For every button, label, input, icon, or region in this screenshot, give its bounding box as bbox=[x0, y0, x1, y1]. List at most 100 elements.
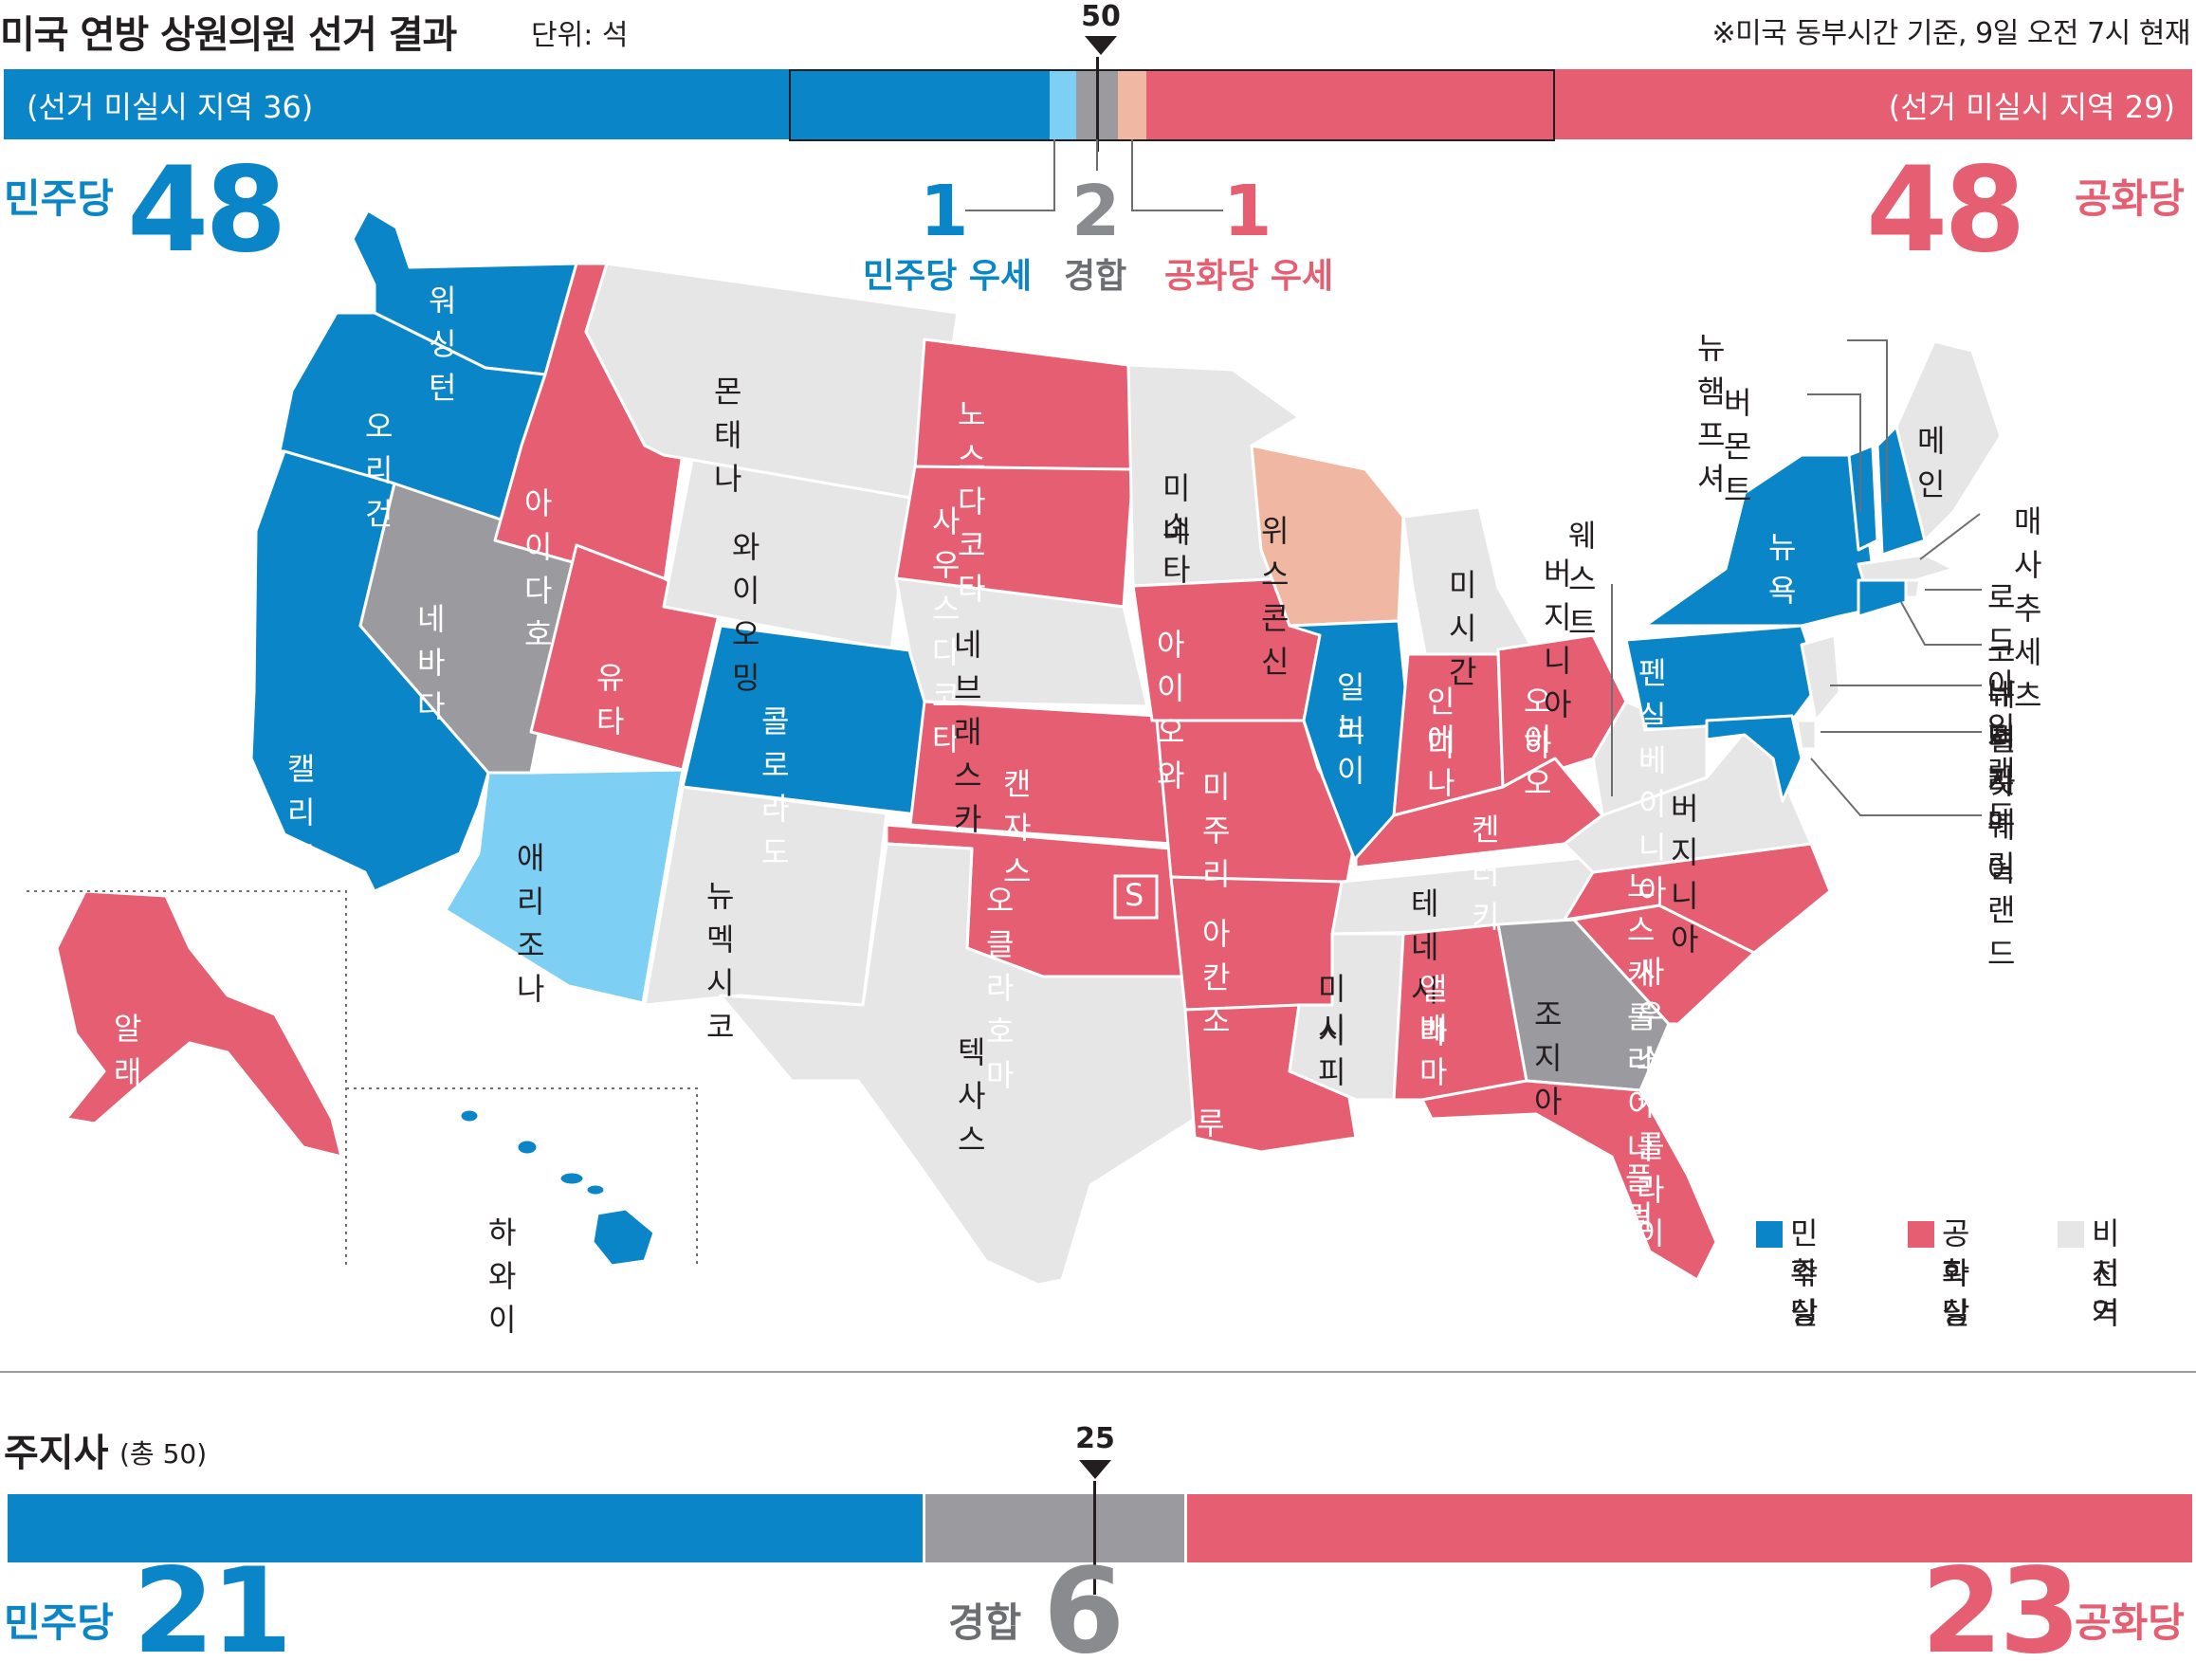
label-new-jersey: 뉴저지 bbox=[1987, 675, 2015, 798]
legend-rep-line1: 공화당 bbox=[1942, 1215, 1970, 1331]
label-kentucky: 켄터키 bbox=[1472, 812, 1499, 935]
label-west-virginia-2: 버지니아 bbox=[1544, 556, 1571, 722]
label-south-carolina: 사우스캐롤라이나 bbox=[1637, 954, 1664, 1295]
rep-lean-label: 공화당 우세 bbox=[1164, 257, 1334, 296]
label-massachusetts: 매사추세츠 bbox=[2014, 503, 2041, 714]
label-alaska: 알래스카 bbox=[114, 1011, 141, 1178]
tossup-count: 2 bbox=[1071, 171, 1121, 252]
label-ohio-1: 오하 bbox=[1524, 684, 1551, 763]
state-florida bbox=[1420, 1079, 1718, 1282]
us-senate-map bbox=[27, 209, 2003, 1287]
state-maryland bbox=[1705, 714, 1803, 803]
state-massachusetts bbox=[1857, 553, 1955, 582]
callout-leaders bbox=[965, 139, 1223, 211]
governors-total: (총 50) bbox=[119, 1438, 208, 1470]
governors-rep-label: 공화당 bbox=[2075, 1599, 2185, 1646]
label-new-mexico: 뉴멕시코 bbox=[706, 878, 734, 1045]
label-montana: 몬태나 bbox=[714, 374, 741, 497]
label-nebraska: 네브래스카 bbox=[954, 627, 981, 837]
label-maine: 메인 bbox=[1917, 423, 1945, 502]
state-georgia bbox=[1496, 918, 1671, 1092]
section-divider bbox=[0, 1371, 2196, 1373]
label-hawaii: 하와이 bbox=[488, 1214, 516, 1338]
label-utah: 유타 bbox=[596, 660, 624, 740]
rep-label: 공화당 bbox=[2075, 175, 2185, 222]
label-rhode-island: 로드아일랜드 bbox=[1987, 579, 2015, 833]
governors-tossup-label: 경합 bbox=[948, 1599, 1022, 1646]
governors-dem-label: 민주당 bbox=[4, 1599, 114, 1646]
dem-unelected-label: (선거 미실시 지역 36) bbox=[27, 89, 314, 125]
northeast-leaders bbox=[1611, 339, 1982, 816]
label-mississippi-1: 미시 bbox=[1318, 971, 1345, 1050]
label-west-virginia-1: 웨스트 bbox=[1568, 518, 1596, 641]
label-illinois-1: 일리 bbox=[1337, 669, 1364, 749]
governors-tossup-segment bbox=[925, 1494, 1184, 1562]
governors-dem-segment bbox=[8, 1494, 923, 1562]
label-wisconsin: 위스콘신 bbox=[1261, 513, 1289, 680]
timestamp-note: ※미국 동부시간 기준, 9일 오전 7시 현재 bbox=[1711, 17, 2191, 50]
alaska-inset-frame bbox=[27, 890, 347, 1266]
label-louisiana: 루이지애나 bbox=[1197, 1105, 1224, 1316]
label-wyoming: 와이오밍 bbox=[732, 529, 759, 696]
majority-marker-arrow bbox=[1085, 36, 1117, 55]
label-north-dakota: 노스다코타 bbox=[958, 396, 985, 607]
governors-dem-count: 21 bbox=[133, 1543, 293, 1680]
rep-safe-segment bbox=[1146, 69, 2192, 139]
label-south-dakota: 사우스다코타 bbox=[932, 503, 960, 758]
legend-swatch-dem bbox=[1756, 1221, 1783, 1248]
governors-majority-arrow bbox=[1079, 1460, 1111, 1479]
dem-lean-label: 민주당 우세 bbox=[863, 257, 1033, 296]
label-arizona: 애리조나 bbox=[517, 840, 544, 1007]
legend-swatch-rep bbox=[1908, 1221, 1934, 1248]
state-north-dakota bbox=[913, 338, 1135, 471]
state-colorado bbox=[681, 624, 941, 817]
label-mississippi-2: 시피 bbox=[1318, 1011, 1345, 1090]
state-connecticut bbox=[1857, 578, 1908, 618]
rep-lean-segment bbox=[1118, 69, 1146, 139]
label-maryland: 메릴랜드 bbox=[1987, 805, 2015, 972]
legend-swatch-non-election bbox=[2058, 1221, 2084, 1248]
label-tennessee: 테네시 bbox=[1411, 886, 1438, 1009]
state-texas bbox=[719, 842, 1206, 1287]
governors-rep-segment bbox=[1187, 1494, 2192, 1562]
dem-lean-count: 1 bbox=[920, 171, 969, 252]
unit-label: 단위: 석 bbox=[531, 19, 629, 52]
label-indiana-1: 인디 bbox=[1427, 684, 1455, 763]
label-minnesota-1: 미네 bbox=[1162, 470, 1190, 550]
state-hawaii bbox=[458, 1107, 656, 1268]
label-oklahoma-badge: S bbox=[1125, 877, 1144, 913]
label-north-carolina: 노스캐롤라이나 bbox=[1627, 868, 1655, 1166]
state-new-jersey bbox=[1800, 633, 1841, 722]
label-oregon: 오리건 bbox=[365, 409, 393, 532]
dem-label: 민주당 bbox=[4, 175, 114, 222]
legend-dem-line2: 확실 bbox=[1790, 1255, 1819, 1331]
label-texas: 텍사스 bbox=[958, 1034, 985, 1158]
label-pennsylvania: 펜실베이니아 bbox=[1638, 655, 1666, 909]
label-virginia: 버지니아 bbox=[1671, 791, 1698, 958]
dem-safe-segment bbox=[4, 69, 1050, 139]
state-pennsylvania bbox=[1624, 624, 1822, 732]
state-alaska bbox=[55, 889, 343, 1159]
label-idaho: 아이다호 bbox=[524, 485, 552, 652]
state-maine bbox=[1894, 339, 2003, 542]
rep-unelected-label: (선거 미실시 지역 29) bbox=[1888, 89, 2175, 125]
governors-tossup-count: 6 bbox=[1043, 1543, 1125, 1680]
label-michigan: 미시간 bbox=[1449, 567, 1476, 690]
label-new-hampshire: 뉴햄프셔 bbox=[1697, 330, 1725, 497]
label-alabama-2: 배마 bbox=[1419, 1011, 1447, 1090]
state-vermont bbox=[1847, 444, 1879, 552]
rep-seat-count: 48 bbox=[1866, 142, 2026, 279]
state-new-york bbox=[1643, 453, 1884, 628]
legend-rep-line2: 확실 bbox=[1942, 1255, 1970, 1331]
label-iowa: 아이오와 bbox=[1157, 627, 1184, 794]
dem-seat-count: 48 bbox=[127, 142, 287, 279]
tossup-label: 경합 bbox=[1064, 257, 1127, 296]
majority-line bbox=[1096, 57, 1099, 152]
state-rhode-island bbox=[1904, 578, 1922, 599]
label-vermont: 버몬트 bbox=[1724, 385, 1751, 508]
label-connecticut: 코네티컷 bbox=[1987, 633, 2015, 800]
dem-lean-segment bbox=[1050, 69, 1076, 139]
label-georgia: 조지아 bbox=[1534, 996, 1562, 1120]
state-delaware bbox=[1795, 719, 1818, 751]
label-indiana-2: 애나 bbox=[1427, 721, 1455, 801]
